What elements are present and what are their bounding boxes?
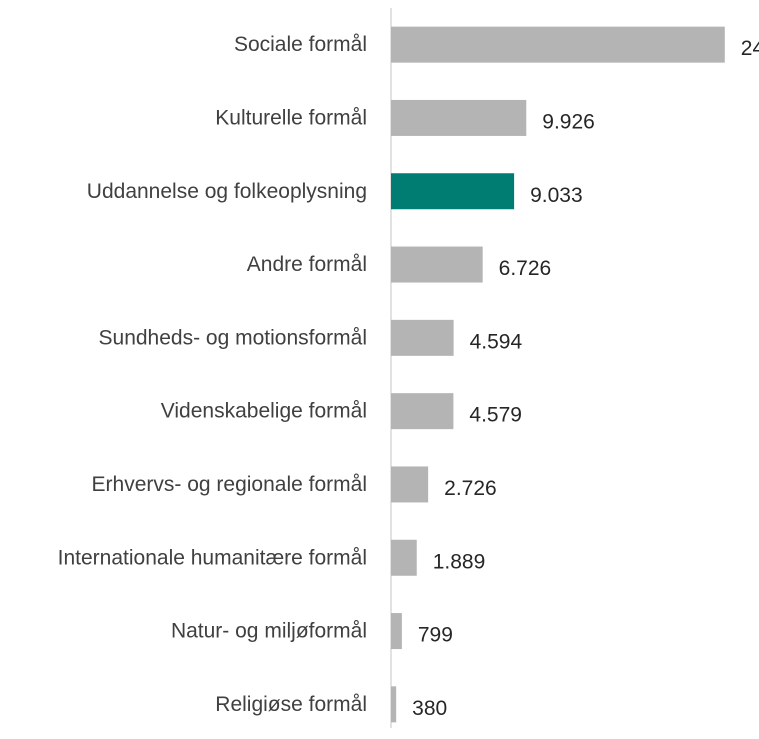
- value-label: 6.726: [499, 257, 552, 280]
- bar: [391, 686, 397, 723]
- category-labels-group: Sociale formål Kulturelle formål Uddannels…: [58, 33, 367, 716]
- category-label: Internationale humanitære formål: [58, 546, 367, 569]
- value-label: 2.726: [444, 477, 497, 500]
- category-label: Videnskabelige formål: [161, 400, 367, 423]
- category-label: Kulturelle formål: [215, 106, 367, 129]
- bar: [391, 246, 483, 283]
- value-label: 380: [412, 697, 447, 720]
- value-label: 4.579: [469, 404, 522, 427]
- value-label: 9.926: [542, 110, 595, 133]
- category-label: Natur- og miljøformål: [171, 620, 367, 643]
- category-label: Sociale formål: [234, 33, 367, 56]
- value-label: 9.033: [530, 184, 583, 207]
- value-labels-group: 24.489 9.926 9.033 6.726 4.594 4.579 2.726 1.88…: [412, 37, 759, 720]
- category-label: Uddannelse og folkeoplysning: [87, 180, 367, 203]
- value-label: 24.489: [741, 37, 759, 60]
- category-label: Erhvervs- og regionale formål: [92, 473, 367, 496]
- bar: [391, 26, 725, 63]
- bar: [391, 539, 417, 576]
- bar: [391, 613, 402, 650]
- value-label: 799: [418, 624, 453, 647]
- bars-group: [391, 26, 725, 723]
- bar: [391, 393, 454, 430]
- category-label: Religiøse formål: [215, 693, 367, 716]
- bar: [391, 319, 454, 356]
- value-label: 1.889: [433, 550, 486, 573]
- bar: [391, 173, 515, 210]
- bar: [391, 466, 429, 503]
- category-label: Sundheds- og motionsformål: [99, 326, 367, 349]
- bar: [391, 99, 527, 136]
- value-label: 4.594: [470, 330, 523, 353]
- category-label: Andre formål: [247, 253, 367, 276]
